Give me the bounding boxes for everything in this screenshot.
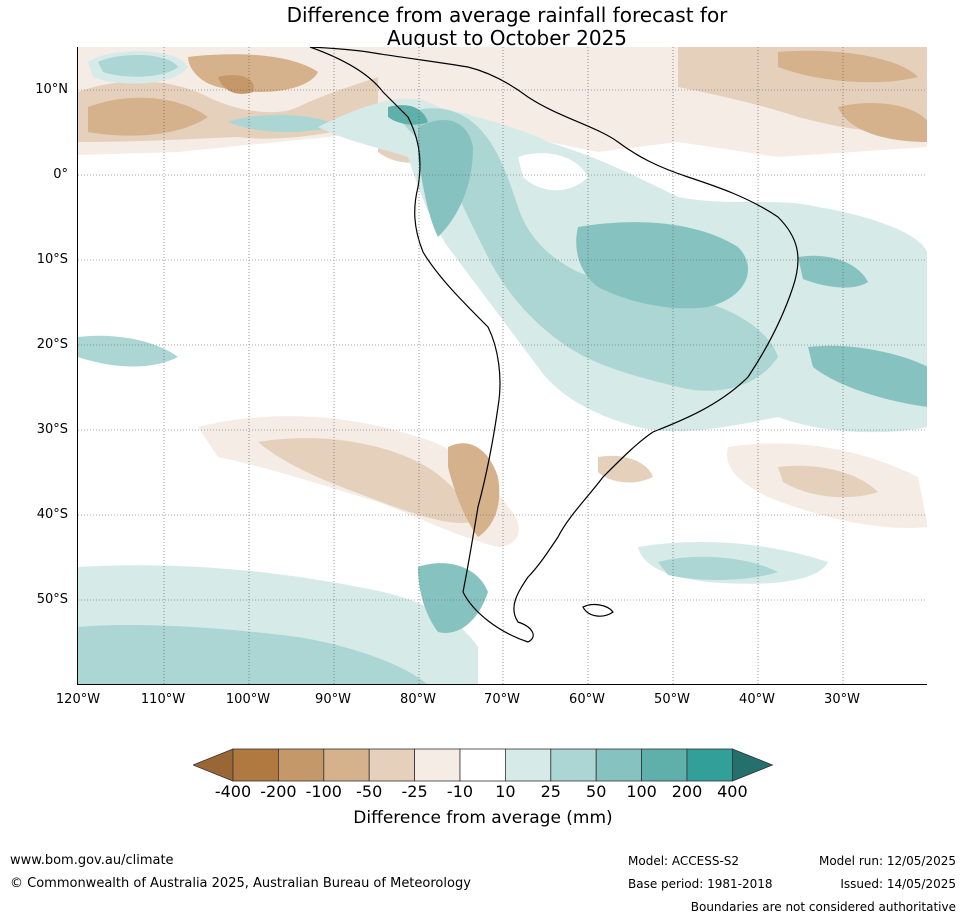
lat-label-0: 0° — [53, 167, 68, 182]
colorbar-tick-label: -50 — [356, 782, 383, 801]
colorbar-arrow-high — [732, 748, 774, 782]
colorbar-swatch — [414, 748, 461, 782]
colorbar-swatch — [641, 748, 688, 782]
colorbar-tick-label: 400 — [717, 782, 748, 801]
colorbar-arrow-low — [191, 748, 234, 782]
lon-label-70w: 70°W — [484, 692, 520, 707]
map-title: Difference from average rainfall forecas… — [0, 4, 965, 50]
lat-label-30s: 30°S — [36, 422, 68, 437]
wet-anomaly-regions — [318, 98, 927, 433]
colorbar-swatch — [550, 748, 597, 782]
base-period-text: Base period: 1981-2018 — [628, 877, 773, 891]
colorbar-tick-label: 25 — [540, 782, 561, 801]
map-canvas — [78, 47, 927, 684]
colorbar-swatch — [368, 748, 415, 782]
colorbar-swatch — [595, 748, 643, 782]
lat-label-50s: 50°S — [36, 592, 68, 607]
rainfall-map — [77, 47, 927, 685]
lat-label-10s: 10°S — [36, 252, 68, 267]
colorbar-swatches — [191, 748, 774, 782]
lon-label-40w: 40°W — [739, 692, 775, 707]
tropical-anomaly-bands — [78, 47, 927, 163]
colorbar-swatch — [686, 748, 733, 782]
lon-label-30w: 30°W — [824, 692, 860, 707]
title-line-1: Difference from average rainfall forecas… — [286, 3, 728, 27]
graticule — [78, 47, 927, 684]
continent-outlines — [309, 47, 799, 643]
copyright-text: © Commonwealth of Australia 2025, Austra… — [10, 876, 471, 891]
lat-label-20s: 20°S — [36, 337, 68, 352]
lon-label-90w: 90°W — [315, 692, 351, 707]
lon-label-80w: 80°W — [400, 692, 436, 707]
colorbar-tick-label: -10 — [446, 782, 474, 801]
colorbar-tick-label: -100 — [305, 782, 342, 801]
colorbar-tick-label: -400 — [214, 782, 252, 801]
colorbar-tick-label: 100 — [626, 782, 657, 801]
lat-label-40s: 40°S — [36, 507, 68, 522]
colorbar-swatch — [459, 748, 506, 782]
colorbar-tick-label: -25 — [401, 782, 428, 801]
southern-anomalies — [78, 335, 927, 684]
model-run-text: Model run: 12/05/2025 — [818, 854, 956, 868]
colorbar-swatch — [323, 748, 370, 782]
colorbar-title: Difference from average (mm) — [353, 808, 613, 828]
colorbar-swatch — [504, 748, 552, 782]
colorbar-swatch — [232, 748, 279, 782]
colorbar-tick-label: -200 — [260, 782, 297, 801]
lon-label-50w: 50°W — [654, 692, 690, 707]
lat-label-10n: 10°N — [35, 82, 68, 97]
lon-label-120w: 120°W — [55, 692, 101, 707]
colorbar — [191, 748, 775, 786]
lon-label-110w: 110°W — [140, 692, 186, 707]
colorbar-tick-label: 10 — [495, 782, 516, 801]
colorbar-tick-label: 50 — [586, 782, 607, 801]
title-line-2: August to October 2025 — [386, 26, 628, 50]
colorbar-swatch — [278, 748, 325, 782]
boundaries-note: Boundaries are not considered authoritat… — [690, 900, 956, 914]
model-text: Model: ACCESS-S2 — [628, 854, 740, 868]
website-link[interactable]: www.bom.gov.au/climate — [10, 853, 174, 868]
colorbar-tick-label: 200 — [671, 782, 703, 801]
lon-label-100w: 100°W — [225, 692, 271, 707]
issued-text: Issued: 14/05/2025 — [840, 877, 956, 891]
lon-label-60w: 60°W — [569, 692, 605, 707]
